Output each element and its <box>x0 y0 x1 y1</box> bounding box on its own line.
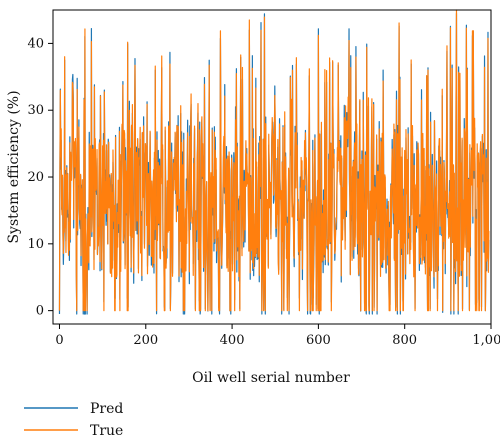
legend-label-true: True <box>90 423 123 436</box>
x-tick-label: 1,000 <box>472 333 500 348</box>
y-tick-label: 40 <box>27 36 44 51</box>
x-tick-label: 600 <box>306 333 331 348</box>
x-tick-label: 800 <box>392 333 417 348</box>
x-tick-label: 0 <box>55 333 63 348</box>
legend: Pred True <box>24 401 123 436</box>
x-tick-label: 400 <box>220 333 245 348</box>
series-group <box>58 9 490 315</box>
y-axis-label: System efficiency (%) <box>6 90 22 243</box>
y-tick-label: 10 <box>27 237 44 252</box>
y-tick-label: 0 <box>36 304 44 319</box>
x-tick-label: 200 <box>133 333 158 348</box>
y-tick-label: 30 <box>27 103 44 118</box>
series-line-true <box>58 9 490 312</box>
y-tick-label: 20 <box>27 170 44 185</box>
plot-area-frame <box>52 9 492 325</box>
legend-label-pred: Pred <box>90 401 123 417</box>
x-axis-ticks: 0 200 400 600 800 1,000 <box>55 324 500 348</box>
x-axis-label: Oil well serial number <box>192 370 350 386</box>
y-axis-ticks: 0 10 20 30 40 <box>27 36 53 319</box>
